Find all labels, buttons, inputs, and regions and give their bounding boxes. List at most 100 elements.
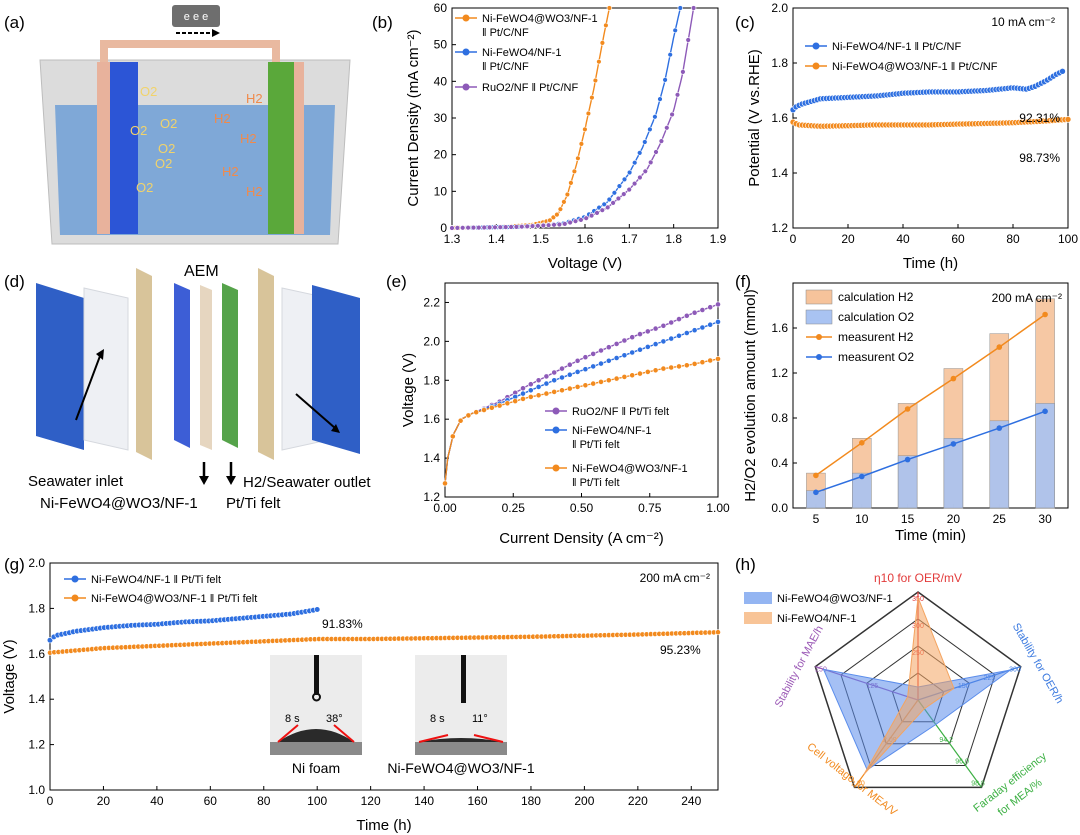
data-point: [636, 150, 643, 156]
legend-marker: [816, 354, 822, 360]
x-axis-label: Time (h): [903, 255, 958, 272]
o2-label-6: O2: [136, 180, 153, 195]
data-point: [691, 327, 698, 334]
data-point: [567, 219, 573, 226]
y-tick-label: 60: [434, 1, 448, 15]
data-point: [543, 373, 550, 380]
contact-angle-inset-right: 8 s 11° Ni-FeWO4@WO3/NF-1: [387, 655, 535, 776]
data-point: [564, 191, 571, 198]
h2-label-3: H2: [240, 131, 257, 146]
data-point: [707, 321, 714, 328]
data-point: [535, 383, 542, 390]
series-line: [452, 7, 695, 229]
data-point: [519, 224, 525, 230]
x-tick-label: 100: [1058, 232, 1078, 246]
data-point: [559, 374, 565, 381]
inset-right-caption: Ni-FeWO4@WO3/NF-1: [387, 760, 534, 776]
data-point: [859, 473, 865, 480]
y-tick-label: 1.4: [28, 692, 45, 706]
x-tick-label: 0: [790, 232, 797, 246]
radar-tick-label: 96.0: [955, 759, 969, 766]
y-tick-label: 1.6: [771, 321, 788, 335]
data-point: [454, 225, 461, 231]
data-point: [561, 199, 567, 205]
anode-plate: [110, 62, 138, 234]
x-tick-label: 1.9: [710, 232, 727, 246]
x-tick-label: 1.6: [577, 232, 594, 246]
x-tick-label: 10: [855, 512, 869, 526]
legend-label: Ni-FeWO4/NF-1 ‖ Pt/C/NF: [832, 41, 961, 53]
data-point: [543, 390, 550, 397]
data-point: [683, 362, 690, 369]
legend-label: measurent H2: [838, 330, 914, 344]
data-point: [676, 363, 682, 370]
data-point: [535, 392, 542, 399]
data-point: [574, 357, 581, 364]
chart-c-stability: 0 20 40 60 80 100 1.2 1.4 1.6 1.8 2.0 Time (h) Poten…: [746, 1, 1078, 272]
data-point: [613, 375, 620, 382]
series-line: [815, 410, 1046, 494]
data-point: [637, 174, 643, 181]
y-tick-label: 0.8: [771, 411, 788, 425]
data-point: [813, 472, 819, 479]
y-tick-label: 1.2: [423, 490, 440, 504]
data-point: [658, 138, 665, 144]
x-tick-label: 1.4: [488, 232, 505, 246]
data-point: [621, 373, 628, 380]
data-point: [605, 377, 612, 384]
current-density-annotation: 200 mA cm⁻²: [640, 571, 710, 585]
data-point: [596, 58, 602, 65]
data-point: [629, 372, 636, 379]
contact-angle-inset-left: 8 s 38° Ni foam: [270, 655, 362, 776]
data-point: [616, 183, 623, 189]
data-point: [566, 361, 573, 368]
data-point: [613, 355, 620, 361]
chart-f-gas-evolution: 5 10 15 20 25 30 0.0 0.4 0.8 1.2 1.6 Time (min) H2/O…: [742, 282, 1069, 544]
data-point: [1064, 116, 1072, 123]
y-tick-label: 1.4: [771, 166, 788, 180]
data-point: [669, 111, 675, 118]
inset-left-time: 8 s: [285, 713, 300, 725]
legend-label: ‖ Pt/Ti felt: [572, 439, 620, 451]
y-axis-label: Current Density (mA cm⁻²): [405, 29, 422, 206]
data-point: [574, 383, 581, 390]
data-point: [1042, 408, 1048, 415]
data-point: [621, 176, 628, 183]
chart-e-mea-polarization: 0.00 0.25 0.50 0.75 1.00 1.2 1.4 1.6 1.8 2.0 2.2 Cu…: [400, 282, 730, 547]
data-point: [691, 309, 698, 316]
data-point: [598, 378, 604, 385]
panel-label-a: (a): [4, 13, 25, 32]
data-point: [497, 224, 503, 230]
data-point: [667, 51, 673, 58]
data-point: [476, 224, 482, 231]
data-point: [677, 5, 683, 11]
data-point: [904, 456, 911, 463]
legend-label: Ni-FeWO4/NF-1: [572, 425, 651, 437]
radar-series-area: [822, 668, 1011, 771]
panel-label-g: (g): [4, 555, 25, 574]
y-tick-label: 1.4: [423, 451, 440, 465]
legend-label: Ni-FeWO4@WO3/NF-1 ‖ Pt/Ti felt: [91, 593, 257, 605]
radar-tick-label: 94.2: [939, 737, 953, 744]
data-point: [685, 37, 691, 43]
series-line: [444, 303, 719, 484]
retention-label-blue: 92.31%: [1019, 111, 1060, 125]
data-point: [598, 347, 604, 354]
data-point: [715, 318, 721, 325]
x-tick-label: 80: [257, 794, 271, 808]
data-point: [554, 211, 560, 218]
data-point: [583, 215, 589, 221]
data-point: [571, 168, 578, 175]
y-tick-label: 0: [440, 221, 447, 235]
x-tick-label: 100: [307, 794, 327, 808]
chart-g-mea-stability: 0 20 40 60 80 100 120 140 160 180 200 220 240 1.0 1.2 1…: [1, 556, 721, 834]
x-tick-label: 60: [204, 794, 218, 808]
bar: [1035, 403, 1055, 509]
data-point: [652, 341, 659, 347]
data-point: [626, 186, 632, 193]
current-density-annotation: 200 mA cm⁻²: [992, 291, 1062, 305]
data-point: [449, 433, 456, 440]
y-tick-label: 2.0: [28, 556, 45, 570]
data-point: [465, 225, 471, 231]
data-point: [611, 190, 618, 196]
